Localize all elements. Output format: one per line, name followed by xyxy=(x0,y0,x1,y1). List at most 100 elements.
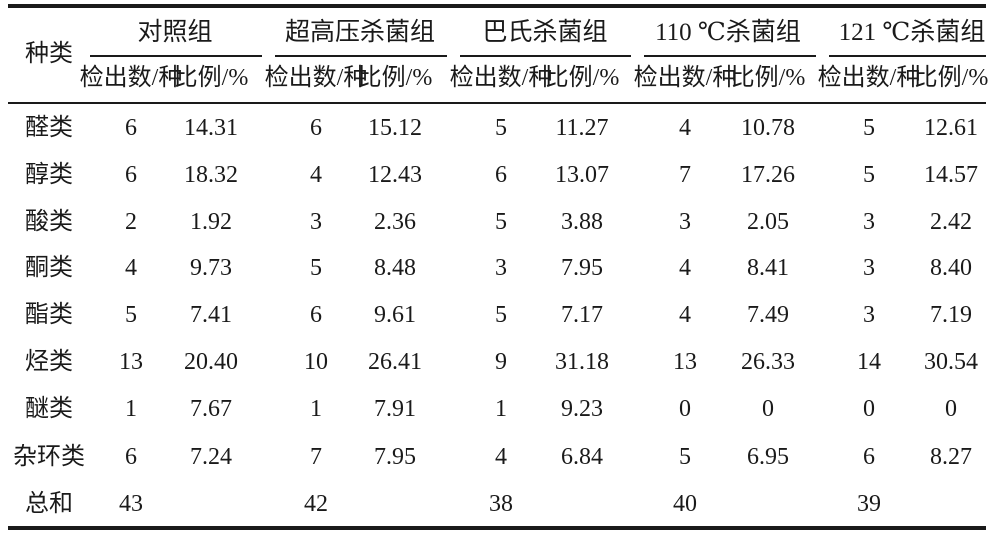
sub-header: 比例/% xyxy=(913,65,989,91)
table-cell: 4 xyxy=(125,255,137,281)
table-cell: 2.42 xyxy=(930,209,972,235)
row-label: 醚类 xyxy=(25,396,73,422)
table-cell: 6 xyxy=(310,115,322,141)
table-cell: 7.24 xyxy=(190,444,232,470)
sub-header: 检出数/种 xyxy=(264,65,368,91)
row-label: 杂环类 xyxy=(13,444,85,470)
table-cell: 4 xyxy=(679,302,691,328)
table-cell: 9 xyxy=(495,349,507,375)
table-cell: 9.73 xyxy=(190,255,232,281)
table-cell: 40 xyxy=(673,491,697,517)
table-cell: 5 xyxy=(310,255,322,281)
row-label: 总和 xyxy=(25,491,73,517)
table-cell: 6 xyxy=(310,302,322,328)
table-cell: 11.27 xyxy=(555,115,609,141)
table-cell: 6.84 xyxy=(561,444,603,470)
table-cell: 8.48 xyxy=(374,255,416,281)
group-header: 121 ℃杀菌组 xyxy=(838,19,986,46)
table-cell: 4 xyxy=(679,115,691,141)
table-cell: 14.57 xyxy=(924,162,978,188)
table-cell: 10.78 xyxy=(741,115,795,141)
group-header-rule xyxy=(275,55,447,57)
table-cell: 42 xyxy=(304,491,328,517)
table-cell: 0 xyxy=(863,396,875,422)
table-cell: 8.40 xyxy=(930,255,972,281)
table-cell: 7.95 xyxy=(374,444,416,470)
table-cell: 13 xyxy=(673,349,697,375)
table-cell: 39 xyxy=(857,491,881,517)
sub-header: 检出数/种 xyxy=(817,65,921,91)
table-cell: 3 xyxy=(863,302,875,328)
table-cell: 3.88 xyxy=(561,209,603,235)
table-cell: 20.40 xyxy=(184,349,238,375)
row-label: 醇类 xyxy=(25,162,73,188)
table-cell: 7.49 xyxy=(747,302,789,328)
table-cell: 9.23 xyxy=(561,396,603,422)
sub-header: 比例/% xyxy=(173,65,249,91)
table-cell: 5 xyxy=(495,302,507,328)
corner-header: 种类 xyxy=(25,41,73,67)
table-cell: 6 xyxy=(495,162,507,188)
group-header: 超高压杀菌组 xyxy=(284,19,436,46)
table-cell: 43 xyxy=(119,491,143,517)
table-cell: 26.41 xyxy=(368,349,422,375)
row-label: 烃类 xyxy=(25,349,73,375)
sub-header: 检出数/种 xyxy=(633,65,737,91)
table-cell: 31.18 xyxy=(555,349,609,375)
table-cell: 7.95 xyxy=(561,255,603,281)
table-cell: 3 xyxy=(495,255,507,281)
sub-header: 检出数/种 xyxy=(449,65,553,91)
table-cell: 38 xyxy=(489,491,513,517)
table-cell: 7.17 xyxy=(561,302,603,328)
table-cell: 12.43 xyxy=(368,162,422,188)
table-cell: 6 xyxy=(863,444,875,470)
top-rule xyxy=(8,4,986,8)
row-label: 酸类 xyxy=(25,209,73,235)
group-header: 巴氏杀菌组 xyxy=(482,19,608,46)
table-cell: 7.41 xyxy=(190,302,232,328)
table-cell: 3 xyxy=(863,255,875,281)
sub-header: 比例/% xyxy=(544,65,620,91)
header-bottom-rule xyxy=(8,102,986,104)
group-header-rule xyxy=(644,55,816,57)
table-cell: 30.54 xyxy=(924,349,978,375)
table-cell: 6 xyxy=(125,162,137,188)
table-cell: 6 xyxy=(125,444,137,470)
group-header-rule xyxy=(829,55,986,57)
table-cell: 18.32 xyxy=(184,162,238,188)
table-cell: 9.61 xyxy=(374,302,416,328)
table-cell: 7 xyxy=(679,162,691,188)
bottom-rule xyxy=(8,526,986,530)
table-cell: 4 xyxy=(310,162,322,188)
table-cell: 6 xyxy=(125,115,137,141)
table-cell: 5 xyxy=(495,115,507,141)
table-cell: 12.61 xyxy=(924,115,978,141)
table-cell: 8.27 xyxy=(930,444,972,470)
table-cell: 3 xyxy=(310,209,322,235)
table-cell: 7 xyxy=(310,444,322,470)
table-cell: 8.41 xyxy=(747,255,789,281)
sub-header: 检出数/种 xyxy=(79,65,183,91)
table-cell: 5 xyxy=(863,115,875,141)
table-cell: 14.31 xyxy=(184,115,238,141)
table-cell: 1.92 xyxy=(190,209,232,235)
group-header-rule xyxy=(460,55,631,57)
table-cell: 7.19 xyxy=(930,302,972,328)
table-cell: 0 xyxy=(679,396,691,422)
row-label: 醛类 xyxy=(25,115,73,141)
table-cell: 10 xyxy=(304,349,328,375)
table-cell: 3 xyxy=(679,209,691,235)
table-cell: 5 xyxy=(495,209,507,235)
table-cell: 7.91 xyxy=(374,396,416,422)
table-cell: 17.26 xyxy=(741,162,795,188)
table-cell: 1 xyxy=(310,396,322,422)
table-cell: 13.07 xyxy=(555,162,609,188)
table-cell: 4 xyxy=(495,444,507,470)
table-cell: 13 xyxy=(119,349,143,375)
row-label: 酮类 xyxy=(25,255,73,281)
row-label: 酯类 xyxy=(25,302,73,328)
table-cell: 2 xyxy=(125,209,137,235)
table-cell: 4 xyxy=(679,255,691,281)
table-cell: 5 xyxy=(125,302,137,328)
table-cell: 26.33 xyxy=(741,349,795,375)
